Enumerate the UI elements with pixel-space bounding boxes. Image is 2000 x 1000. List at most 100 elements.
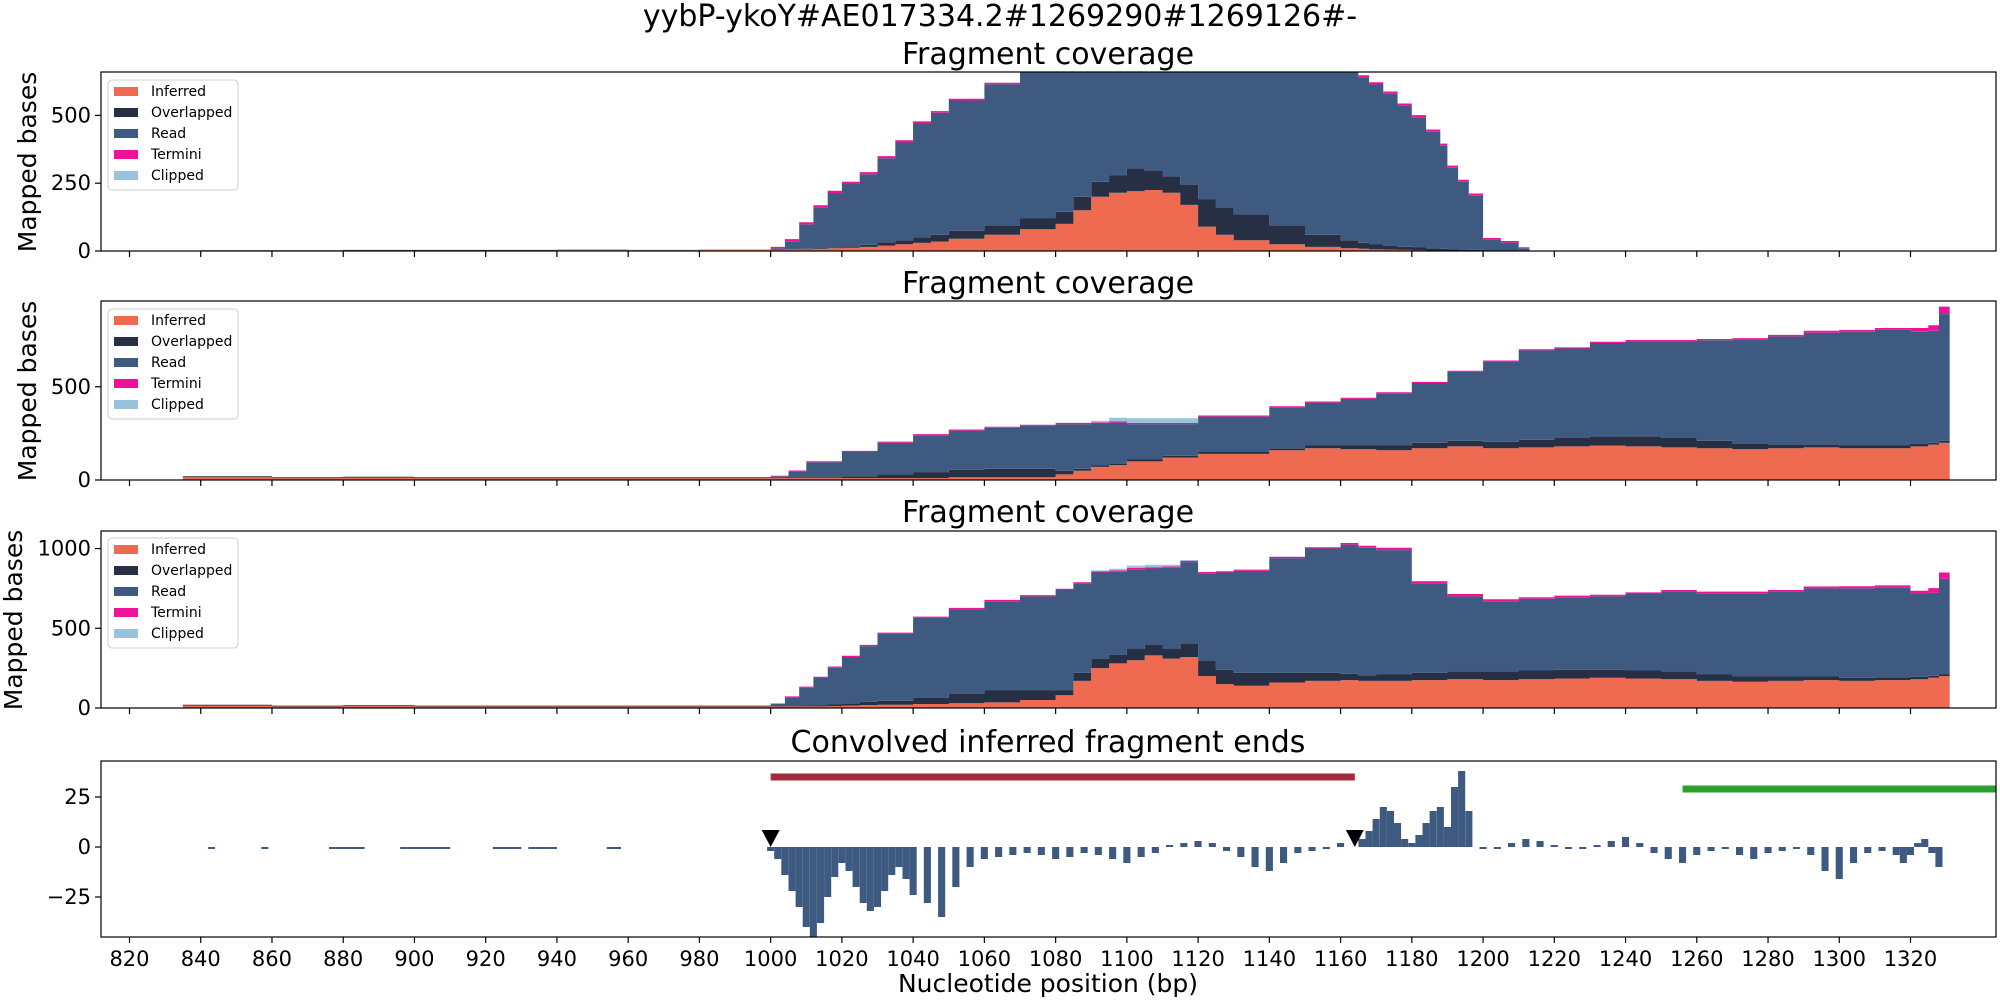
- panel-1-plot-area: 0 250 500: [51, 71, 1997, 263]
- legend-label-termini: Termini: [150, 376, 202, 392]
- legend-box: [107, 79, 239, 191]
- fragment-end-bar: [966, 847, 974, 867]
- coverage-panel-2: Fragment coverage Mapped bases 0 500 Infe…: [13, 266, 1997, 492]
- panel-4-xtick-label: 1040: [886, 947, 939, 971]
- panel-3-legend: Inferred Overlapped Read Termini Clipped: [107, 537, 239, 649]
- fragment-end-bar: [1137, 847, 1145, 857]
- fragment-end-bar: [400, 847, 408, 849]
- fragment-end-bar: [407, 847, 415, 849]
- legend-box: [107, 308, 239, 420]
- panel-4-xtick-label: 1140: [1243, 947, 1296, 971]
- fragment-end-bar: [1109, 847, 1117, 859]
- fragment-end-bar: [795, 847, 803, 907]
- legend-label-read: Read: [151, 584, 186, 600]
- panel-1-ytick-label: 500: [51, 103, 91, 127]
- fragment-end-bar: [1037, 847, 1045, 855]
- fragment-end-bar: [1650, 847, 1658, 853]
- fragment-end-bar: [1166, 845, 1174, 847]
- fragment-end-bar: [1080, 847, 1088, 853]
- panel-2-title: Fragment coverage: [902, 266, 1194, 301]
- panel-2-series-layer: [182, 306, 1950, 480]
- fragment-end-bar: [895, 847, 903, 867]
- fragment-end-bar: [1208, 843, 1216, 847]
- fragment-end-bar: [1322, 847, 1330, 849]
- fragment-end-bar: [1622, 837, 1630, 847]
- fragment-end-bar: [435, 847, 443, 849]
- fragment-end-bar: [1386, 811, 1394, 847]
- fragment-end-bar: [817, 847, 825, 923]
- fragment-end-bar: [1565, 847, 1573, 849]
- panel-4-ytick-label: 25: [64, 785, 91, 809]
- fragment-end-bar: [1536, 841, 1544, 847]
- panel-3-ytick-label: 1000: [38, 537, 91, 561]
- fragment-end-bar: [1372, 819, 1380, 847]
- panel-2-ylabel: Mapped bases: [13, 301, 42, 481]
- panel-4-xtick-label: 1080: [1029, 947, 1082, 971]
- fragment-end-bar: [1914, 843, 1922, 847]
- fragment-end-bar: [492, 847, 500, 849]
- fragment-end-bar: [1394, 823, 1402, 847]
- fragment-end-bar: [938, 847, 946, 917]
- legend-label-read: Read: [151, 126, 186, 142]
- panel-4-xtick-label: 880: [323, 947, 363, 971]
- legend-swatch-inferred: [114, 545, 138, 554]
- fragment-end-bar: [1180, 843, 1188, 847]
- fragment-end-bar: [1379, 807, 1387, 847]
- fragment-end-bar: [888, 847, 896, 875]
- fragment-end-bar: [1451, 787, 1459, 847]
- fragment-end-bar: [414, 847, 422, 849]
- legend-swatch-termini: [114, 379, 138, 388]
- panel-4-xtick-label: 1260: [1670, 947, 1723, 971]
- fragment-end-bar: [859, 847, 867, 903]
- series-read-area: [182, 314, 1950, 478]
- panel-2-ytick-label: 500: [51, 375, 91, 399]
- fragment-end-bar: [1550, 845, 1558, 847]
- legend-swatch-termini: [114, 150, 138, 159]
- fragment-end-bar: [1415, 835, 1423, 847]
- fragment-end-bar: [499, 847, 507, 849]
- fragment-end-bar: [1458, 771, 1466, 847]
- legend-swatch-overlapped: [114, 566, 138, 575]
- panel-1-series-layer: [182, 72, 1541, 251]
- fragment-end-bar: [1921, 839, 1929, 847]
- fragment-end-bar: [809, 847, 817, 937]
- panel-4-xtick-label: 1320: [1884, 947, 1937, 971]
- panel-1-ytick-label: 250: [51, 171, 91, 195]
- fragment-end-bar: [1707, 847, 1715, 851]
- fragment-end-bar: [514, 847, 522, 849]
- panel-1-ytick-label: 0: [78, 239, 91, 263]
- fragment-end-bar: [1778, 847, 1786, 851]
- legend-label-clipped: Clipped: [151, 397, 204, 413]
- fragment-end-bar: [1636, 843, 1644, 847]
- fragment-end-bar: [1821, 847, 1829, 871]
- fragment-end-bar: [336, 847, 344, 849]
- panel-4-frame: [100, 760, 1997, 938]
- figure-suptitle: yybP-ykoY#AE017334.2#1269290#1269126#-: [643, 0, 1357, 34]
- fragment-end-bar: [1607, 841, 1615, 847]
- fragment-end-bar: [1066, 847, 1074, 857]
- fragment-end-bar: [1721, 847, 1729, 849]
- fragment-end-bar: [852, 847, 860, 887]
- fragment-end-bar: [1358, 839, 1366, 847]
- fragment-end-bar: [866, 847, 874, 911]
- legend-swatch-clipped: [114, 400, 138, 409]
- fragment-end-bar: [838, 847, 846, 863]
- legend-box: [107, 537, 239, 649]
- fragment-end-bar: [1807, 847, 1815, 855]
- panel-2-frame: [100, 300, 1997, 481]
- series-inferred-area: [182, 190, 1541, 251]
- fragment-end-bar: [357, 847, 365, 849]
- panel-4-plot-area: −25 0 25 820 840 860 880 900 920 940 960 980 1000 102…: [47, 760, 1997, 971]
- legend-label-termini: Termini: [150, 147, 202, 163]
- fragment-end-bar: [1422, 823, 1430, 847]
- legend-swatch-inferred: [114, 87, 138, 96]
- fragment-end-bar: [443, 847, 451, 849]
- fragment-end-bar: [1009, 847, 1017, 855]
- panel-2-legend: Inferred Overlapped Read Termini Clipped: [107, 308, 239, 420]
- panel-4-xtick-label: 960: [608, 947, 648, 971]
- fragment-end-bar: [1906, 847, 1914, 855]
- fragment-end-bar: [781, 847, 789, 875]
- fragment-end-bar: [343, 847, 351, 849]
- panel-4-ytick-label: −25: [47, 885, 91, 909]
